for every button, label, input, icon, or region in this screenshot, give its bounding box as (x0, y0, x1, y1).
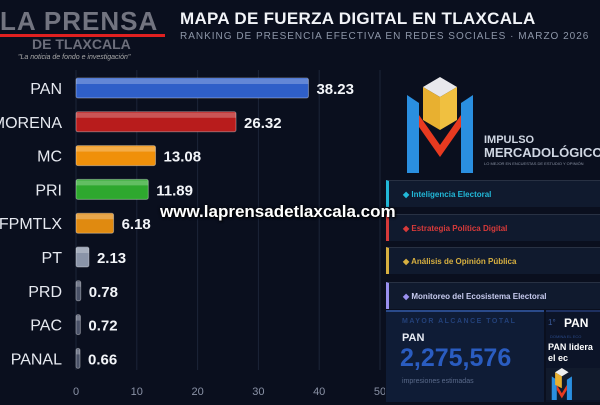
value-label: 6.18 (122, 216, 151, 233)
diamond-icon: ◆ (403, 292, 412, 301)
watermark-tagline: "La noticia de fondo e investigación" (18, 54, 131, 61)
impulso-logo-icon (407, 77, 473, 173)
service-label: Inteligencia Electoral (411, 190, 492, 199)
value-label: 26.32 (244, 115, 282, 132)
bar-highlight (76, 146, 156, 152)
bar-highlight (76, 349, 81, 355)
value-label: 2.13 (97, 250, 126, 267)
category-label: PRI (35, 182, 62, 199)
bar-pt (75, 246, 90, 268)
service-card: ◆ Monitoreo del Ecosistema Electoral (386, 282, 600, 309)
bar-fpmtlx (75, 212, 115, 234)
value-label: 11.89 (156, 182, 193, 199)
bar-highlight (76, 180, 149, 186)
service-card: ◆ Inteligencia Electoral (386, 180, 600, 207)
category-label: PAC (30, 318, 62, 335)
category-label: MC (37, 149, 62, 166)
page-subtitle: RANKING DE PRESENCIA EFECTIVA EN REDES S… (180, 31, 590, 42)
bar-pri (75, 178, 149, 200)
leader-rank: 1° (548, 318, 556, 327)
service-card: ◆ Estrategia Política Digital (386, 214, 600, 241)
page-title: MAPA DE FUERZA DIGITAL EN TLAXCALA (180, 9, 536, 28)
value-label: 0.66 (88, 351, 117, 368)
diamond-icon: ◆ (403, 224, 412, 233)
x-tick-label: 50 (374, 386, 385, 398)
bar-pan (75, 77, 309, 99)
bar-morena (75, 111, 237, 133)
leader-line2: PAN lidera el ec (548, 342, 593, 363)
bar-mc (75, 145, 157, 167)
category-label: PAN (30, 81, 62, 98)
bar-highlight (76, 79, 309, 84)
bar-chart: 0 10 20 30 40 50 PAN 38.23 MORENA 26.32 MC 13.08 PRI… (0, 70, 385, 398)
leader-line1: DOMINA EL ECO (550, 334, 582, 339)
bar-pac (75, 314, 81, 336)
diamond-icon: ◆ (403, 257, 412, 266)
x-tick-label: 40 (313, 386, 325, 398)
diamond-icon: ◆ (403, 190, 412, 199)
bar-highlight (76, 214, 114, 220)
kpi-party: PAN (402, 332, 425, 344)
service-label: Análisis de Opinión Pública (411, 257, 517, 266)
kpi-value: 2,275,576 (400, 344, 512, 372)
category-label: PANAL (11, 351, 62, 368)
logo-tagline: LO MEJOR EN ENCUESTAS DE ESTUDIO Y OPINI… (484, 161, 584, 166)
bar-prd (75, 280, 82, 302)
value-label: 0.72 (88, 318, 117, 335)
watermark-brand-2: DE TLAXCALA (32, 36, 131, 52)
value-label: 0.78 (89, 284, 118, 301)
bar-highlight (76, 315, 81, 321)
bar-highlight (76, 281, 81, 287)
logo-line2: MERCADOLÓGICO (484, 145, 600, 160)
value-label: 38.23 (316, 81, 354, 98)
category-label: PT (42, 250, 63, 267)
category-label: FPMTLX (0, 216, 62, 233)
bar-panal (75, 347, 81, 369)
watermark-site: www.laprensadetlaxcala.com (160, 202, 396, 221)
kpi-label: MAYOR ALCANCE TOTAL (402, 318, 517, 325)
logo-line1: IMPULSO (484, 134, 535, 146)
x-tick-label: 10 (131, 386, 143, 398)
bar-highlight (76, 248, 89, 253)
watermark-brand: LA PRENSA (0, 6, 159, 36)
x-tick-label: 20 (191, 386, 203, 398)
service-card: ◆ Análisis de Opinión Pública (386, 247, 600, 274)
service-label: Monitoreo del Ecosistema Electoral (411, 292, 547, 301)
leader-party: PAN (564, 316, 589, 330)
x-tick-label: 0 (73, 386, 79, 398)
category-label: MORENA (0, 115, 62, 132)
category-label: PRD (28, 284, 62, 301)
value-label: 13.08 (164, 149, 202, 166)
mini-logo-icon (546, 368, 600, 400)
service-label: Estrategia Política Digital (411, 224, 508, 233)
kpi-card: MAYOR ALCANCE TOTAL PAN 2,275,576 impres… (386, 310, 544, 402)
bar-highlight (76, 112, 237, 118)
watermark-line (0, 34, 165, 37)
x-tick-label: 30 (252, 386, 264, 398)
kpi-unit: impresiones estimadas (402, 378, 474, 385)
